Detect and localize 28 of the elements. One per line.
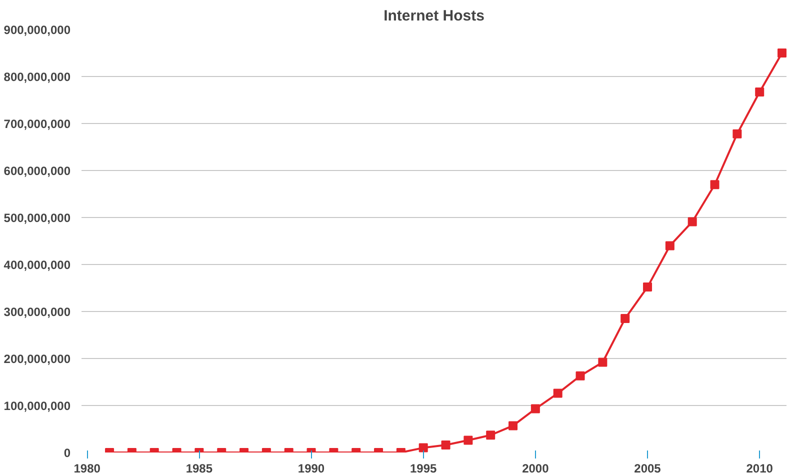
y-tick-label: 500,000,000 bbox=[4, 211, 71, 225]
y-tick-label: 600,000,000 bbox=[4, 164, 71, 178]
point bbox=[665, 241, 674, 250]
x-tick-label: 1990 bbox=[298, 462, 325, 475]
x-tick-label: 2005 bbox=[634, 462, 662, 475]
point bbox=[755, 88, 764, 97]
y-tick-label: 300,000,000 bbox=[4, 305, 71, 319]
chart-title: Internet Hosts bbox=[384, 8, 484, 24]
x-tick-label: 2010 bbox=[746, 462, 774, 475]
x-tick-label: 2000 bbox=[522, 462, 550, 475]
point bbox=[620, 314, 630, 324]
point bbox=[710, 180, 720, 190]
point bbox=[688, 217, 697, 226]
point bbox=[778, 48, 786, 58]
point bbox=[732, 129, 742, 138]
y-tick-label: 800,000,000 bbox=[4, 70, 71, 84]
y-tick-label: 0 bbox=[64, 446, 71, 460]
y-tick-label: 200,000,000 bbox=[4, 352, 71, 366]
x-tick-label: 1980 bbox=[74, 462, 101, 475]
point bbox=[576, 371, 585, 380]
y-tick-label: 400,000,000 bbox=[4, 258, 71, 272]
y-tick-label: 900,000,000 bbox=[4, 23, 71, 37]
x-tick-label: 1995 bbox=[410, 462, 438, 475]
point bbox=[598, 358, 608, 367]
y-tick-label: 700,000,000 bbox=[4, 117, 71, 131]
point bbox=[643, 282, 652, 292]
y-tick-label: 100,000,000 bbox=[4, 399, 71, 413]
x-tick-label: 1985 bbox=[186, 462, 213, 475]
